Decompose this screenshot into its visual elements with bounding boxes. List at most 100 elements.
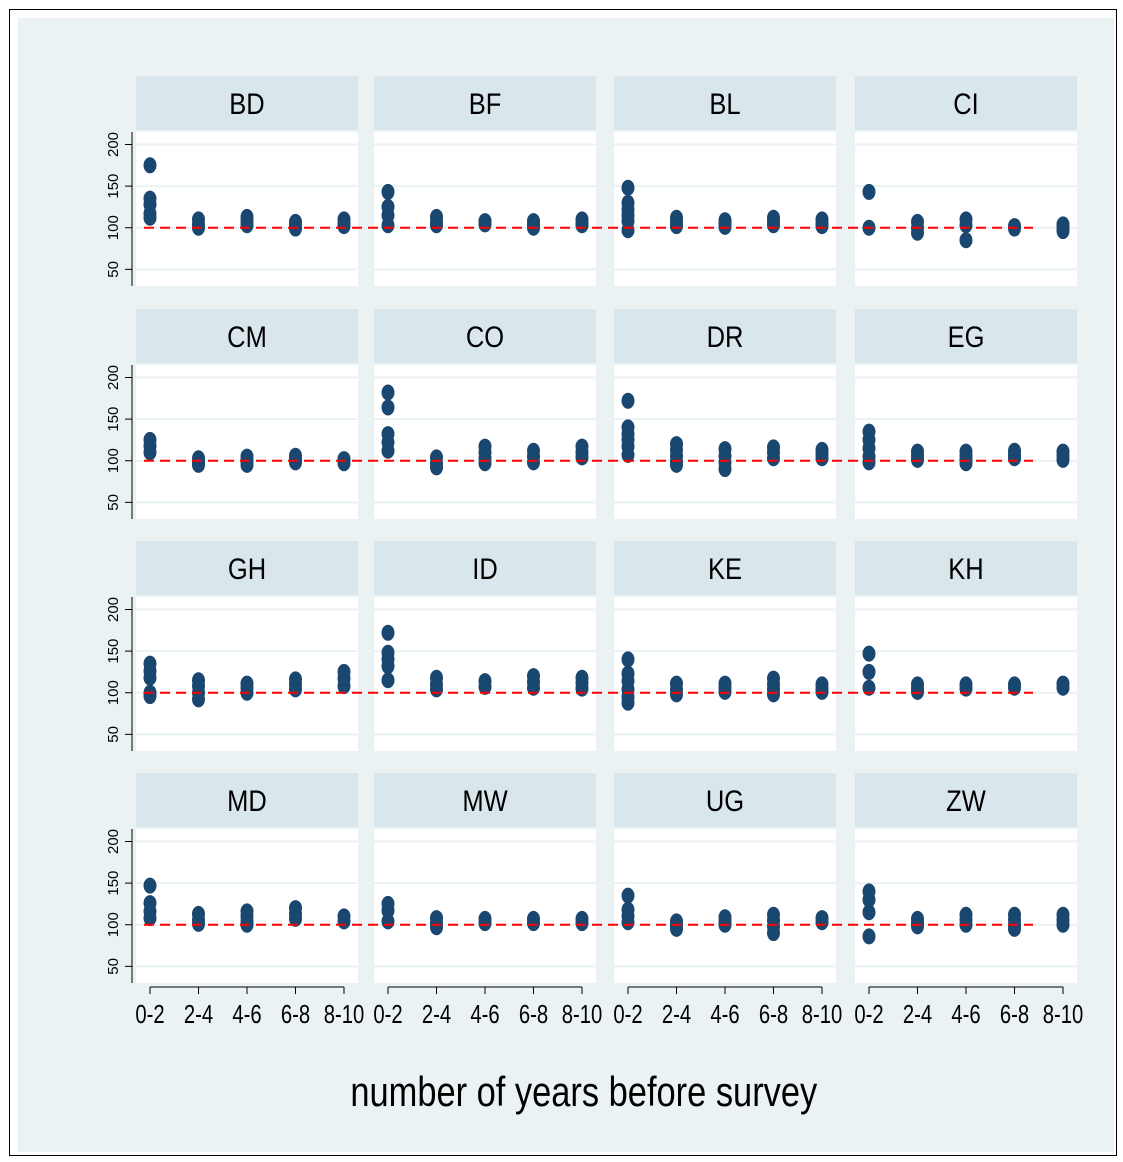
panel-strip [374, 773, 596, 827]
data-point [143, 877, 157, 894]
data-point [381, 672, 395, 689]
data-point [143, 157, 157, 174]
panel-strip [136, 541, 358, 595]
data-point [1056, 679, 1070, 696]
panel-strip [614, 309, 836, 363]
data-point [478, 915, 492, 932]
x-tick-label: 6-8 [281, 1000, 310, 1029]
panel-title: BD [229, 87, 264, 120]
data-point [911, 918, 924, 935]
data-point [767, 450, 780, 467]
data-point [670, 218, 683, 235]
panel-strip [614, 541, 836, 595]
data-point [478, 678, 492, 695]
x-tick-label: 4-6 [232, 1000, 261, 1029]
x-tick-label: 6-8 [759, 1000, 788, 1029]
panel-title: CI [953, 87, 979, 120]
panel-plot-area [855, 132, 1077, 286]
panel-strip [855, 773, 1077, 827]
data-point [478, 216, 492, 233]
data-point [670, 456, 683, 473]
panel-plot-area [136, 597, 358, 751]
y-tick-label: 200 [105, 829, 122, 854]
x-tick-label: 2-4 [422, 1000, 451, 1029]
panel-plot-area [614, 597, 836, 751]
panel-strip [374, 309, 596, 363]
y-tick-label: 150 [105, 174, 122, 199]
x-tick-label: 8-10 [1043, 1000, 1084, 1029]
data-point [862, 663, 876, 680]
x-tick-label: 8-10 [802, 1000, 843, 1029]
panel-plot-area [374, 132, 596, 286]
panel-title: DR [707, 320, 744, 353]
data-point [959, 217, 973, 234]
data-point [815, 218, 829, 235]
data-point [337, 678, 351, 695]
y-tick-label: 200 [105, 365, 122, 390]
x-tick-label: 0-2 [854, 1000, 883, 1029]
y-tick-label: 50 [105, 261, 122, 278]
data-point [575, 915, 589, 932]
panel-title: MD [227, 784, 267, 817]
data-point [381, 913, 395, 930]
data-point [192, 456, 205, 473]
data-point [718, 461, 732, 478]
panel-strip [855, 76, 1077, 130]
data-point [381, 217, 395, 234]
x-tick-label: 8-10 [562, 1000, 603, 1029]
y-tick-label: 100 [105, 215, 122, 240]
data-point [767, 217, 780, 234]
x-tick-label: 0-2 [135, 1000, 164, 1029]
y-tick-label: 100 [105, 680, 122, 705]
data-point [430, 681, 443, 698]
panel-plot-area [614, 829, 836, 983]
data-point [767, 686, 780, 703]
data-point [621, 222, 635, 239]
data-point [862, 645, 876, 662]
panel-plot-area [855, 365, 1077, 519]
data-point [143, 669, 157, 686]
data-point [337, 455, 351, 472]
data-point [621, 887, 635, 904]
x-tick-label: 8-10 [324, 1000, 365, 1029]
data-point [381, 384, 395, 401]
data-point [621, 446, 635, 463]
data-point [1008, 450, 1021, 467]
data-point [1056, 451, 1070, 468]
y-tick-label: 200 [105, 597, 122, 622]
data-point [143, 910, 157, 927]
panel-plot-area [614, 132, 836, 286]
data-point [527, 454, 540, 471]
data-point [575, 449, 589, 466]
data-point [621, 914, 635, 931]
y-tick-label: 50 [105, 726, 122, 743]
x-tick-label: 6-8 [1000, 1000, 1029, 1029]
panel-title: ZW [946, 784, 986, 817]
data-point [575, 680, 589, 697]
y-tick-label: 150 [105, 639, 122, 664]
data-point [337, 218, 351, 235]
data-point [815, 914, 829, 931]
panel-strip [855, 309, 1077, 363]
data-point [527, 915, 540, 932]
data-point [143, 444, 157, 461]
panel-title: KE [708, 552, 742, 585]
data-point [767, 925, 780, 942]
data-point [862, 928, 876, 945]
panel-plot-area [136, 365, 358, 519]
data-point [959, 680, 973, 697]
panel-plot-area [855, 597, 1077, 751]
x-tick-label: 2-4 [662, 1000, 691, 1029]
data-point [337, 913, 351, 930]
data-point [240, 456, 254, 473]
panel-strip [374, 541, 596, 595]
panel-title: GH [228, 552, 266, 585]
data-point [240, 217, 254, 234]
panel-title: MW [462, 784, 508, 817]
data-point [862, 183, 876, 200]
panel-title: KH [948, 552, 983, 585]
data-point [143, 688, 157, 705]
data-point [575, 217, 589, 234]
data-point [430, 217, 443, 234]
panel-title: CM [227, 320, 267, 353]
